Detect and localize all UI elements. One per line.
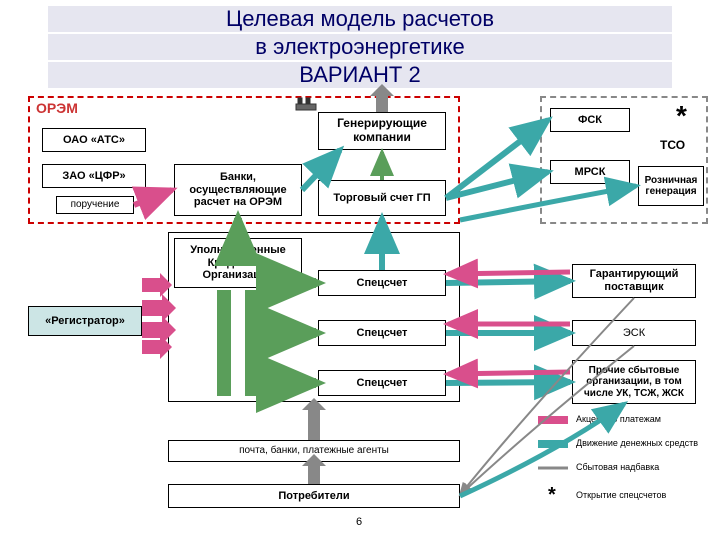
box-torgschet: Торговый счет ГП: [318, 180, 446, 216]
title-line3: ВАРИАНТ 2: [0, 62, 720, 88]
legend-dvizh: Движение денежных средств: [576, 438, 698, 448]
box-esk: ЭСК: [572, 320, 696, 346]
box-spec3: Спецсчет: [318, 370, 446, 396]
legend-accept: Акцепт по платежам: [576, 414, 661, 424]
asterisk-top: *: [676, 100, 687, 132]
box-potreb: Потребители: [168, 484, 460, 508]
box-fsk: ФСК: [550, 108, 630, 132]
title-line2: в электроэнергетике: [0, 34, 720, 60]
box-gencomp: Генерирующие компании: [318, 112, 446, 150]
box-prochie: Прочие сбытовые организации, в том числе…: [572, 360, 696, 404]
legend-otkr: Открытие спецсчетов: [576, 490, 666, 500]
box-cfr: ЗАО «ЦФР»: [42, 164, 146, 188]
box-spec2: Спецсчет: [318, 320, 446, 346]
page-number: 6: [356, 516, 362, 528]
box-poruch: поручение: [56, 196, 134, 214]
box-rosgen: Розничная генерация: [638, 166, 704, 206]
tso-label: ТСО: [660, 138, 685, 152]
asterisk-legend: *: [548, 484, 556, 507]
box-uko: Уполномоченные Кредитные Организации: [174, 238, 302, 288]
box-registrator: «Регистратор»: [28, 306, 142, 336]
orem-label: ОРЭМ: [36, 100, 78, 116]
box-gp: Гарантирующий поставщик: [572, 264, 696, 298]
box-ats: ОАО «АТС»: [42, 128, 146, 152]
legend-nadbavka: Сбытовая надбавка: [576, 462, 659, 472]
box-banks: Банки, осуществляющие расчет на ОРЭМ: [174, 164, 302, 216]
box-mrsk: МРСК: [550, 160, 630, 184]
box-pochta: почта, банки, платежные агенты: [168, 440, 460, 462]
title-line1: Целевая модель расчетов: [0, 6, 720, 32]
box-spec1: Спецсчет: [318, 270, 446, 296]
